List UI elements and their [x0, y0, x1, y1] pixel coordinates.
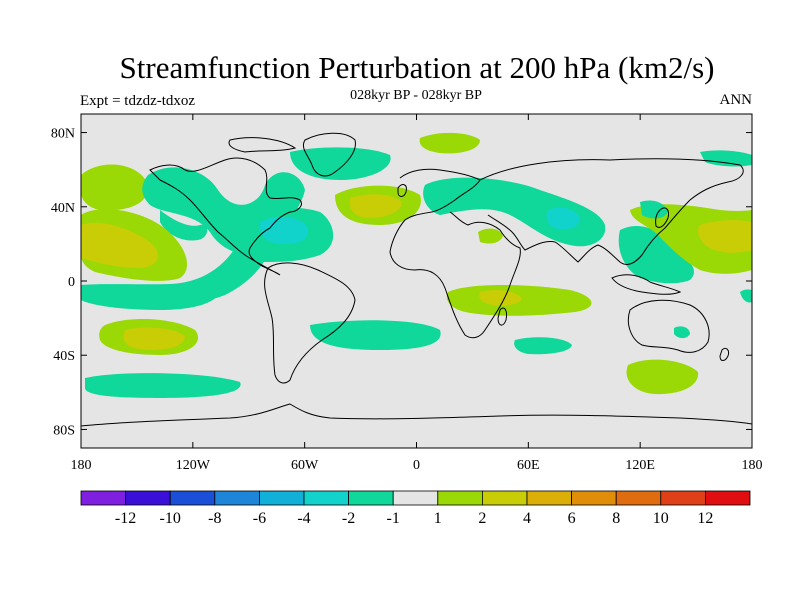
x-tick-label: 120E	[625, 458, 655, 473]
colorbar-swatch	[526, 490, 572, 506]
colorbar-label: 8	[612, 510, 620, 527]
coastline-arctic-islands	[228, 137, 297, 153]
anomaly-region	[546, 207, 580, 230]
x-tick-label: 60W	[291, 458, 319, 473]
x-tick-label: 0	[413, 458, 420, 473]
anomaly-region	[81, 284, 220, 310]
anomaly-region	[479, 290, 522, 306]
colorbar-swatch	[571, 490, 617, 506]
colorbar-label: 1	[434, 510, 442, 527]
season-label: ANN	[719, 92, 753, 108]
colorbar-label: -1	[387, 510, 400, 527]
anomaly-region	[514, 337, 572, 355]
coastline-europe-africa	[389, 168, 521, 339]
anomaly-region	[81, 164, 149, 211]
coastline-se-asia	[611, 274, 682, 295]
coastline-asia	[479, 158, 744, 265]
colorbar-label: 2	[478, 510, 486, 527]
x-tick-label: 180	[71, 458, 92, 473]
colorbar-swatch	[125, 490, 171, 506]
y-tick-label: 80N	[51, 127, 75, 142]
coastline-north-america	[149, 157, 302, 276]
colorbar-label: -8	[208, 510, 221, 527]
anomaly-region	[349, 194, 402, 218]
anomaly-region	[310, 320, 441, 350]
coastline-antarctica	[81, 403, 752, 427]
coastline-uk	[397, 184, 407, 197]
anomaly-region	[419, 132, 480, 154]
colorbar-swatch	[705, 490, 751, 506]
colorbar-label: -10	[160, 510, 181, 527]
coastline-south-america	[264, 262, 356, 384]
anomaly-region	[81, 222, 159, 268]
colorbar-swatch	[481, 490, 528, 506]
colorbar-label: -2	[342, 510, 355, 527]
anomaly-region	[123, 327, 185, 350]
coastlines	[81, 132, 752, 427]
colorbar-swatch	[392, 490, 439, 506]
colorbar-label: -4	[297, 510, 310, 527]
anomaly-region	[697, 220, 752, 253]
y-tick-label: 0	[68, 275, 75, 290]
colorbar-label: 6	[568, 510, 576, 527]
anomaly-region	[640, 200, 668, 219]
y-tick-label: 80S	[53, 423, 75, 438]
colorbar-label: 4	[523, 510, 531, 527]
colorbar-swatch	[660, 490, 706, 506]
x-tick-label: 120W	[176, 458, 211, 473]
colorbar-label: 10	[653, 510, 669, 527]
anomaly-region	[674, 326, 690, 339]
coastline-new-zealand	[719, 347, 729, 361]
anomaly-region	[618, 225, 695, 284]
x-tick-label: 180	[742, 458, 763, 473]
colorbar-swatch	[348, 490, 394, 506]
colorbar-swatch	[258, 490, 305, 506]
colorbar-swatch	[437, 490, 483, 506]
coastline-greenland	[302, 132, 356, 177]
plot-subtitle: 028kyr BP - 028kyr BP	[350, 88, 482, 103]
experiment-label: Expt = tdzdz-tdxoz	[80, 93, 196, 109]
coastline-australia	[627, 299, 710, 353]
colorbar-swatch	[214, 490, 260, 506]
anomaly-region	[160, 210, 208, 241]
y-tick-label: 40N	[51, 201, 75, 216]
colorbar-swatch	[303, 490, 349, 506]
anomaly-region	[700, 150, 752, 167]
y-tick-label: 40S	[53, 349, 75, 364]
anomaly-region	[478, 228, 503, 244]
colorbar-swatch	[615, 490, 662, 506]
colorbar-label: -6	[253, 510, 266, 527]
anomaly-region	[740, 289, 752, 303]
colorbar-label: -12	[115, 510, 136, 527]
field-shading	[81, 132, 752, 398]
x-tick-label: 60E	[517, 458, 540, 473]
colorbar-swatch	[169, 490, 216, 506]
anomaly-region	[85, 373, 241, 398]
anomaly-region	[259, 216, 309, 245]
colorbar-label: 12	[697, 510, 713, 527]
anomaly-region	[626, 359, 699, 395]
coastline-japan	[655, 207, 669, 228]
plot-title: Streamfunction Perturbation at 200 hPa (…	[119, 50, 715, 85]
coastline-madagascar	[497, 307, 507, 326]
colorbar-swatch	[80, 490, 126, 506]
